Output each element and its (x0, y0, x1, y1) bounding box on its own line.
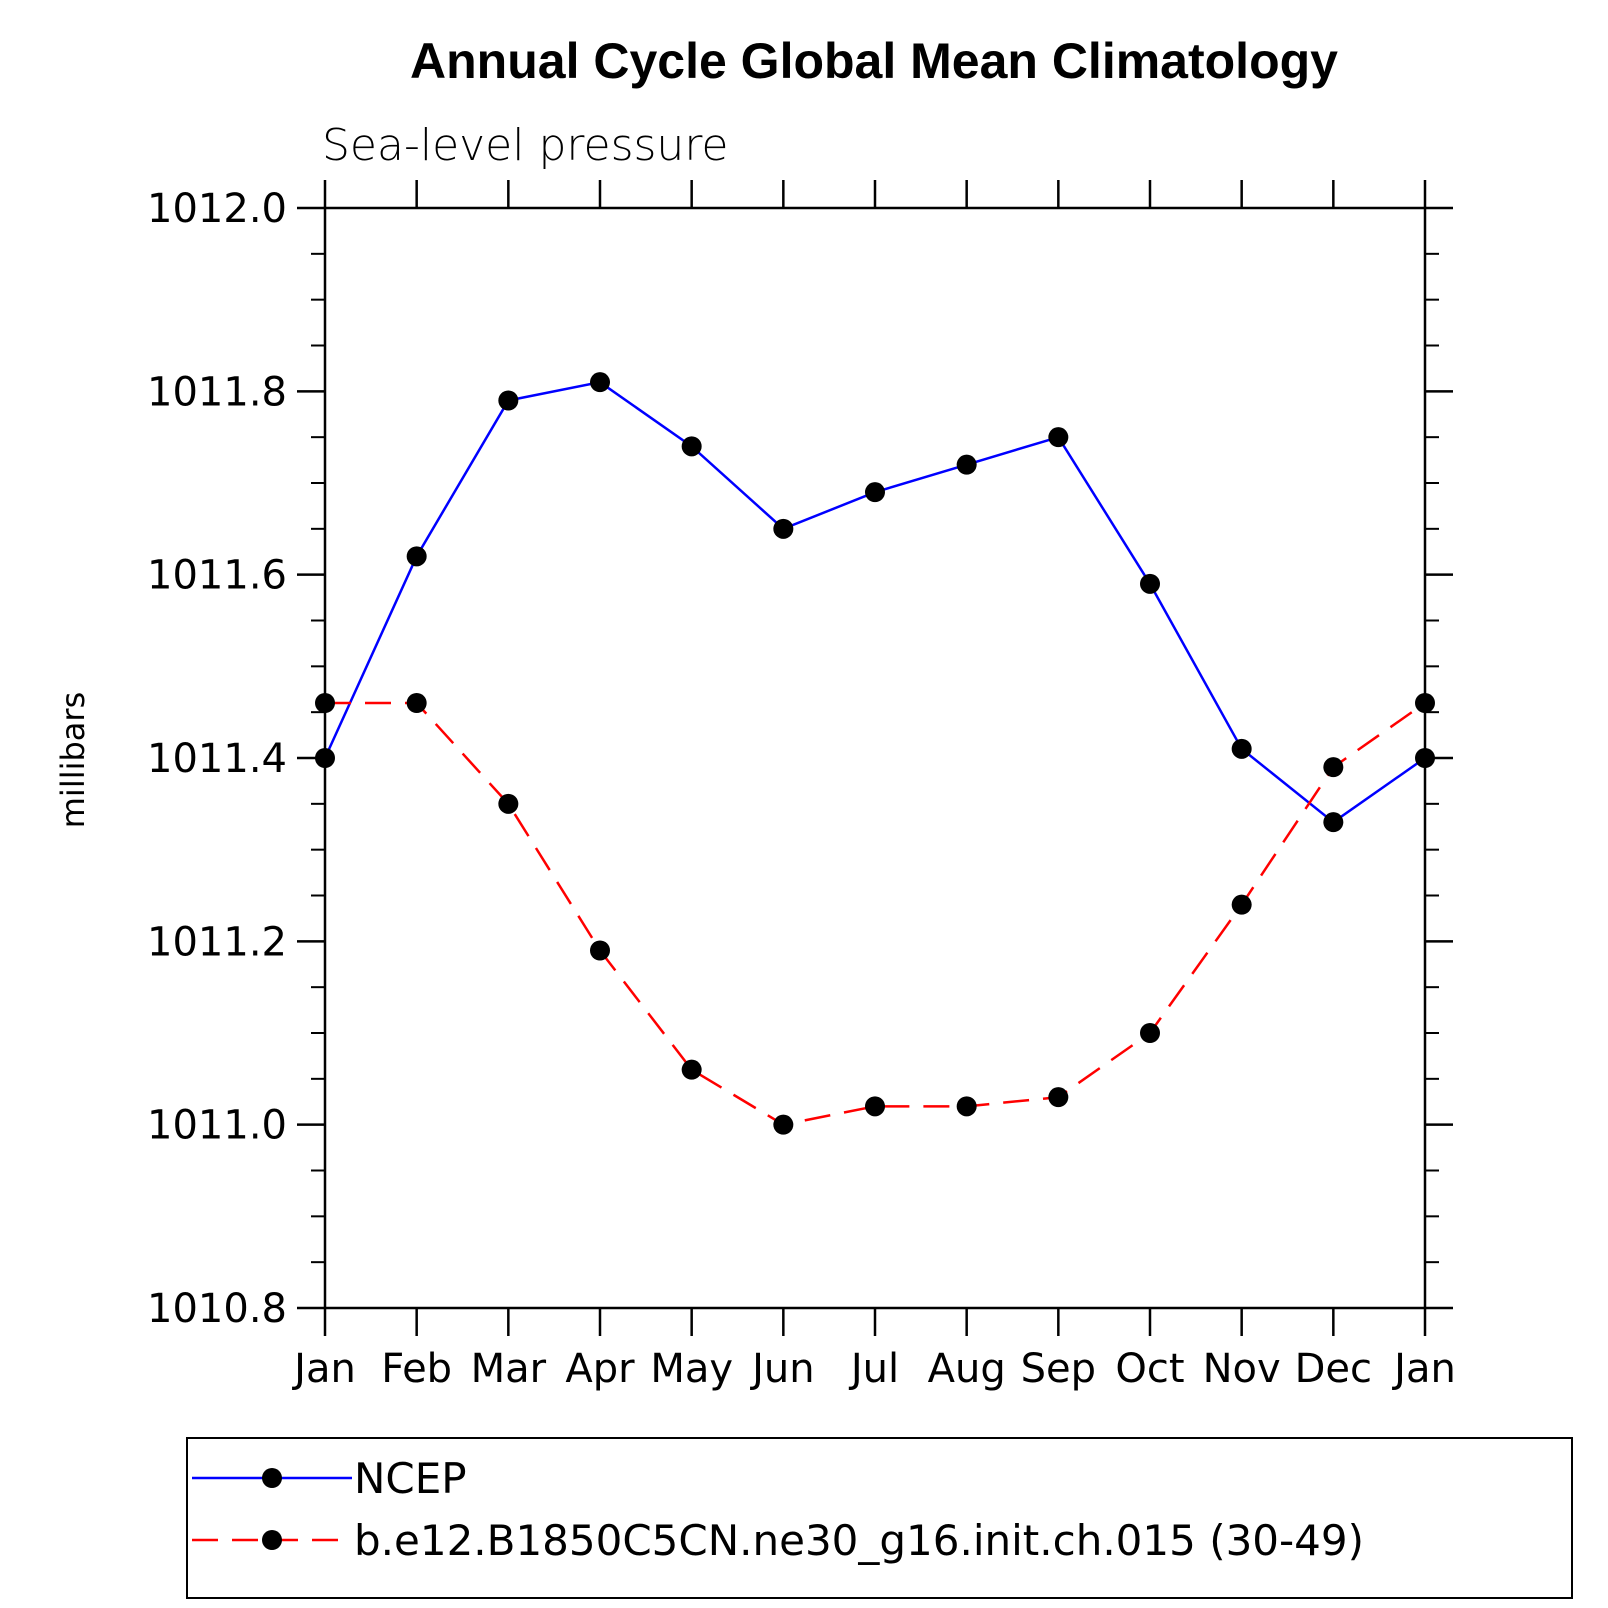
x-tick-label: Jun (749, 1346, 815, 1392)
series-1-point (1048, 427, 1069, 448)
y-tick-label: 1011.6 (147, 553, 287, 599)
x-tick-label: Apr (565, 1346, 635, 1392)
chart-subtitle: Sea-level pressure (322, 120, 729, 171)
series-1-point (956, 454, 977, 475)
series-2 (315, 693, 1435, 1135)
series-1-point (865, 482, 885, 503)
series-2-point (681, 1059, 702, 1080)
series-1-point (1323, 812, 1344, 833)
y-tick-label: 1012.0 (147, 186, 287, 232)
x-tick-label: Mar (471, 1346, 547, 1392)
legend: NCEP b.e12.B1850C5CN.ne30_g16.init.ch.015… (186, 1437, 1573, 1599)
x-tick-label: Jan (291, 1346, 356, 1392)
y-axis-label: millibars (54, 692, 92, 828)
series-2-point (406, 693, 427, 713)
series-1 (315, 372, 1435, 833)
y-tick-label: 1010.8 (147, 1286, 287, 1332)
y-tick-label: 1011.4 (147, 736, 287, 782)
x-tick-label: Sep (1021, 1346, 1096, 1392)
series-2-point (1323, 757, 1344, 778)
y-tick-label: 1011.0 (147, 1103, 287, 1149)
series-1-line (323, 380, 1426, 824)
series-1-point (773, 518, 794, 539)
x-tick-label: Aug (928, 1346, 1006, 1392)
legend-marker-2 (262, 1530, 282, 1550)
series-1-point (681, 436, 702, 457)
series-2-point (590, 940, 610, 961)
legend-label-1: NCEP (354, 1454, 467, 1503)
series-2-point (1415, 693, 1435, 713)
x-tick-label: May (650, 1346, 733, 1392)
series-2-point (498, 793, 519, 814)
legend-label-2: b.e12.B1850C5CN.ne30_g16.init.ch.015 (30… (354, 1516, 1364, 1565)
x-tick-label: Nov (1203, 1346, 1281, 1392)
series-1-point (1231, 738, 1252, 759)
series-2-point (1048, 1087, 1069, 1108)
x-tick-label: Oct (1115, 1346, 1184, 1392)
series-2-point (1140, 1023, 1160, 1043)
x-tick-label: Feb (381, 1346, 452, 1392)
series-2-point (315, 693, 335, 713)
plot-frame (323, 206, 1427, 1310)
y-tick-label: 1011.2 (147, 919, 287, 965)
y-tick-label: 1011.8 (147, 369, 287, 415)
series-2-point (1231, 894, 1252, 915)
series-2-point (865, 1096, 885, 1117)
x-tick-label: Jul (848, 1346, 899, 1392)
series-1-point (406, 546, 427, 567)
chart-title: Annual Cycle Global Mean Climatology (410, 33, 1338, 89)
x-tick-label: Jan (1391, 1346, 1456, 1392)
legend-box (186, 1437, 1573, 1599)
series-2-line (325, 701, 1426, 1126)
series-layer (315, 372, 1435, 1135)
legend-marker-1 (262, 1468, 282, 1488)
series-1-point (1415, 748, 1435, 768)
x-tick-label: Dec (1295, 1346, 1372, 1392)
plot-axes: 1010.8 1011.0 1011.2 1011.4 1011.6 1011.8 1012… (147, 180, 1456, 1392)
series-2-point (956, 1096, 977, 1117)
series-1-point (1140, 573, 1160, 594)
series-1-point (498, 390, 519, 411)
series-2-point (773, 1114, 794, 1135)
series-1-point (315, 748, 335, 768)
series-1-point (590, 372, 610, 393)
